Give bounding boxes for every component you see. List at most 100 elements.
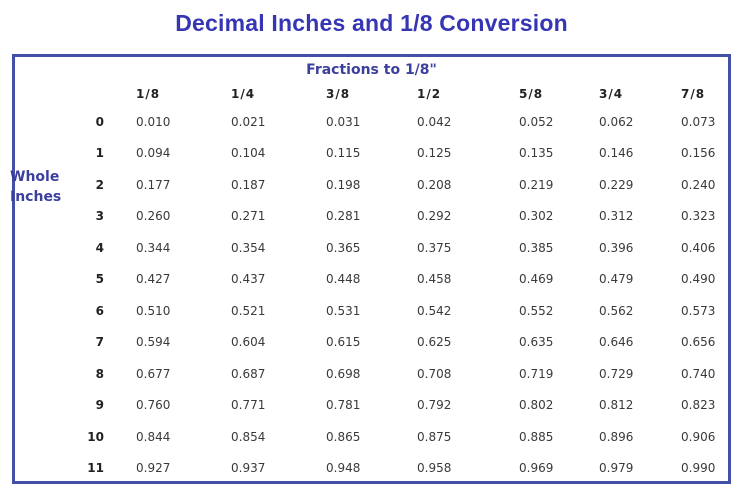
table-cell: 0.104	[231, 146, 266, 161]
table-cell: 0.573	[681, 303, 716, 318]
table-row: 0 0.010 0.021 0.031 0.042 0.052 0.062 0.073	[15, 106, 728, 138]
table-cell: 0.260	[136, 209, 171, 224]
table-cell: 0.844	[136, 429, 171, 444]
table-row: 9 0.760 0.771 0.781 0.792 0.802 0.812 0.823	[15, 390, 728, 422]
row-label: 11	[87, 461, 104, 476]
table-cell: 0.396	[599, 240, 634, 255]
table-cell: 0.698	[326, 366, 361, 381]
table-cell: 0.490	[681, 272, 716, 287]
page-title: Decimal Inches and 1/8 Conversion	[175, 10, 568, 36]
row-label: 0	[95, 114, 104, 129]
row-label: 6	[95, 303, 104, 318]
table-cell: 0.760	[136, 398, 171, 413]
table-cell: 0.562	[599, 303, 634, 318]
table-cell: 0.365	[326, 240, 361, 255]
row-axis-label: Whole Inches	[10, 167, 61, 207]
table-cell: 0.437	[231, 272, 266, 287]
column-header-3/4: 3/4	[599, 86, 624, 101]
table-cell: 0.906	[681, 429, 716, 444]
table-cell: 0.740	[681, 366, 716, 381]
table-cell: 0.219	[519, 177, 554, 192]
table-cell: 0.823	[681, 398, 716, 413]
table-cell: 0.531	[326, 303, 361, 318]
table-cell: 0.635	[519, 335, 554, 350]
table-cell: 0.240	[681, 177, 716, 192]
table-cell: 0.010	[136, 114, 171, 129]
table-cell: 0.875	[417, 429, 452, 444]
table-cell: 0.687	[231, 366, 266, 381]
table-cell: 0.135	[519, 146, 554, 161]
table-cell: 0.125	[417, 146, 452, 161]
table-row: 6 0.510 0.521 0.531 0.542 0.552 0.562 0.573	[15, 295, 728, 327]
row-label: 1	[95, 146, 104, 161]
column-header-1/8: 1/8	[136, 86, 161, 101]
table-cell: 0.281	[326, 209, 361, 224]
table-cell: 0.312	[599, 209, 634, 224]
column-header-1/4: 1/4	[231, 86, 256, 101]
table-cell: 0.771	[231, 398, 266, 413]
table-cell: 0.865	[326, 429, 361, 444]
table-cell: 0.646	[599, 335, 634, 350]
table-cell: 0.792	[417, 398, 452, 413]
table-cell: 0.479	[599, 272, 634, 287]
table-cell: 0.812	[599, 398, 634, 413]
table-cell: 0.073	[681, 114, 716, 129]
table-cell: 0.406	[681, 240, 716, 255]
table-row: 8 0.677 0.687 0.698 0.708 0.719 0.729 0.740	[15, 358, 728, 390]
table-cell: 0.542	[417, 303, 452, 318]
table-cell: 0.427	[136, 272, 171, 287]
table-cell: 0.937	[231, 461, 266, 476]
table-cell: 0.927	[136, 461, 171, 476]
table-row: 3 0.260 0.271 0.281 0.292 0.302 0.312 0.323	[15, 201, 728, 233]
column-header-3/8: 3/8	[326, 86, 351, 101]
table-cell: 0.781	[326, 398, 361, 413]
column-header-7/8: 7/8	[681, 86, 706, 101]
table-row: 11 0.927 0.937 0.948 0.958 0.969 0.979 0.990	[15, 453, 728, 482]
table-cell: 0.115	[326, 146, 361, 161]
table-cell: 0.729	[599, 366, 634, 381]
table-cell: 0.719	[519, 366, 554, 381]
table-cell: 0.354	[231, 240, 266, 255]
row-label: 10	[87, 429, 104, 444]
row-axis-label-line-1: Whole	[10, 169, 60, 185]
row-label: 2	[95, 177, 104, 192]
table-cell: 0.177	[136, 177, 171, 192]
table-cell: 0.031	[326, 114, 361, 129]
table-cell: 0.885	[519, 429, 554, 444]
row-label: 7	[95, 335, 104, 350]
table-cell: 0.656	[681, 335, 716, 350]
table-cell: 0.094	[136, 146, 171, 161]
table-cell: 0.677	[136, 366, 171, 381]
table-cell: 0.198	[326, 177, 361, 192]
table-cell: 0.292	[417, 209, 452, 224]
row-label: 9	[95, 398, 104, 413]
table-cell: 0.208	[417, 177, 452, 192]
table-cell: 0.958	[417, 461, 452, 476]
fraction-header-row: 1/8 1/4 3/8 1/2 5/8 3/4 7/8	[15, 81, 728, 106]
table-subtitle: Fractions to 1/8"	[306, 62, 437, 78]
table-cell: 0.469	[519, 272, 554, 287]
table-cell: 0.156	[681, 146, 716, 161]
table-cell: 0.187	[231, 177, 266, 192]
table-cell: 0.521	[231, 303, 266, 318]
column-header-5/8: 5/8	[519, 86, 544, 101]
row-label: 5	[95, 272, 104, 287]
table-cell: 0.615	[326, 335, 361, 350]
table-cell: 0.802	[519, 398, 554, 413]
table-cell: 0.948	[326, 461, 361, 476]
table-cell: 0.969	[519, 461, 554, 476]
table-cell: 0.854	[231, 429, 266, 444]
table-cell: 0.229	[599, 177, 634, 192]
row-label: 4	[95, 240, 104, 255]
table-cell: 0.042	[417, 114, 452, 129]
conversion-table: 1/8 1/4 3/8 1/2 5/8 3/4 7/8 0 0.010 0.021 0.031 0.0…	[15, 81, 728, 482]
table-cell: 0.385	[519, 240, 554, 255]
table-cell: 0.552	[519, 303, 554, 318]
table-cell: 0.052	[519, 114, 554, 129]
table-cell: 0.062	[599, 114, 634, 129]
table-row: 4 0.344 0.354 0.365 0.375 0.385 0.396 0.406	[15, 232, 728, 264]
table-cell: 0.625	[417, 335, 452, 350]
table-cell: 0.302	[519, 209, 554, 224]
table-cell: 0.708	[417, 366, 452, 381]
